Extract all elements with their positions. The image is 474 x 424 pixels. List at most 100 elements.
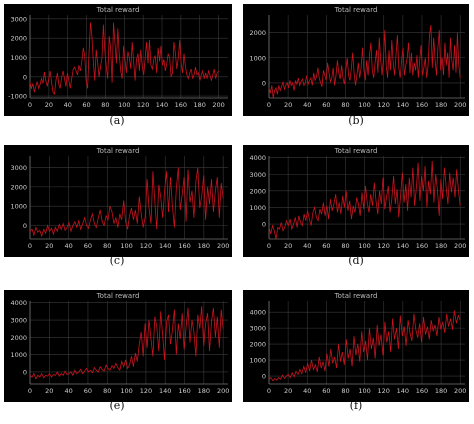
x-tick-label: 120 <box>140 387 152 395</box>
x-tick-label: 80 <box>341 387 349 395</box>
x-tick-label: 140 <box>159 387 171 395</box>
x-tick-label: 160 <box>416 101 428 109</box>
x-tick-label: 100 <box>358 387 370 395</box>
y-tick-label: 2000 <box>10 183 27 191</box>
x-tick-label: 200 <box>217 387 229 395</box>
chart-background <box>243 4 469 116</box>
y-tick-label: 0 <box>262 221 266 229</box>
series-line <box>268 310 461 382</box>
y-tick-label: 0 <box>262 373 266 381</box>
x-tick-label: 180 <box>435 101 447 109</box>
x-tick-label: 40 <box>64 101 72 109</box>
panel-caption: (b) <box>348 114 364 127</box>
y-tick-label: 4000 <box>10 299 27 307</box>
x-tick-label: 20 <box>284 101 292 109</box>
x-tick-label: 140 <box>156 101 168 109</box>
y-tick-label: 3000 <box>249 325 266 333</box>
x-tick-label: 60 <box>84 387 92 395</box>
chart-panel: 0 1000 2000 0 20 40 60 80 100 120 140 160 180 200 Tota… <box>243 4 469 116</box>
x-tick-label: 160 <box>416 387 428 395</box>
x-tick-label: 0 <box>28 387 32 395</box>
series-line <box>29 22 219 96</box>
series-line <box>29 306 224 380</box>
x-tick-label: 80 <box>103 387 111 395</box>
x-tick-label: 20 <box>45 101 53 109</box>
x-tick-label: 140 <box>397 242 409 250</box>
y-tick-label: 1000 <box>10 54 27 62</box>
x-tick-label: 40 <box>303 387 311 395</box>
x-tick-label: 100 <box>120 242 132 250</box>
panel-caption: (c) <box>109 254 125 267</box>
x-tick-label: 60 <box>322 101 330 109</box>
x-tick-label: 0 <box>267 387 271 395</box>
x-tick-label: 80 <box>101 101 109 109</box>
panel-caption: (a) <box>109 114 125 127</box>
x-tick-label: 140 <box>397 387 409 395</box>
x-tick-label: 60 <box>84 242 92 250</box>
y-tick-label: 0 <box>23 368 27 376</box>
x-tick-label: 180 <box>435 242 447 250</box>
x-tick-label: 20 <box>45 387 53 395</box>
x-tick-label: 60 <box>322 242 330 250</box>
x-tick-label: 160 <box>178 387 190 395</box>
x-tick-label: 0 <box>267 242 271 250</box>
y-tick-label: 2000 <box>10 35 27 43</box>
y-tick-label: 3000 <box>10 15 27 23</box>
y-tick-label: 1000 <box>249 54 266 62</box>
x-tick-label: 60 <box>82 101 90 109</box>
x-tick-label: 160 <box>175 101 187 109</box>
x-tick-label: 180 <box>198 242 210 250</box>
x-tick-label: 40 <box>303 101 311 109</box>
x-tick-label: 200 <box>454 387 466 395</box>
x-tick-label: 80 <box>341 101 349 109</box>
y-tick-label: 2000 <box>249 341 266 349</box>
x-tick-label: 0 <box>28 242 32 250</box>
panel-caption: (d) <box>348 254 364 267</box>
x-tick-label: 0 <box>28 101 32 109</box>
chart-panel: 0 1000 2000 3000 4000 0 20 40 60 80 100 120 140 160 18… <box>243 290 469 402</box>
panel-caption: (f) <box>349 399 363 412</box>
x-tick-label: 40 <box>64 387 72 395</box>
x-tick-label: 120 <box>378 101 390 109</box>
x-tick-label: 120 <box>140 242 152 250</box>
chart-title: Total reward <box>96 6 140 14</box>
y-tick-label: 3000 <box>10 164 27 172</box>
chart-title: Total reward <box>96 147 140 155</box>
x-tick-label: 200 <box>212 101 224 109</box>
x-tick-label: 80 <box>103 242 111 250</box>
x-tick-label: 160 <box>416 242 428 250</box>
chart-background <box>4 145 232 257</box>
x-tick-label: 120 <box>137 101 149 109</box>
x-tick-label: 40 <box>64 242 72 250</box>
y-tick-label: 1000 <box>249 204 266 212</box>
y-tick-label: 3000 <box>10 317 27 325</box>
chart-title: Total reward <box>96 292 140 300</box>
x-tick-label: 100 <box>358 242 370 250</box>
x-tick-label: 120 <box>378 387 390 395</box>
x-tick-label: 60 <box>322 387 330 395</box>
x-tick-label: 80 <box>341 242 349 250</box>
y-tick-label: 0 <box>262 79 266 87</box>
x-tick-label: 100 <box>120 387 132 395</box>
chart-panel: 0 1000 2000 3000 0 20 40 60 80 100 120 140 160 180 200… <box>4 145 232 257</box>
chart-panel: 0 1000 2000 3000 4000 0 20 40 60 80 100 120 140 160 18… <box>243 145 469 257</box>
x-tick-label: 120 <box>378 242 390 250</box>
series-line <box>268 160 461 240</box>
x-tick-label: 180 <box>194 101 206 109</box>
chart-background <box>243 290 469 402</box>
y-tick-label: 2000 <box>249 187 266 195</box>
x-tick-label: 180 <box>435 387 447 395</box>
y-tick-label: 0 <box>23 222 27 230</box>
y-tick-label: 2000 <box>249 29 266 37</box>
y-tick-label: 2000 <box>10 334 27 342</box>
chart-title: Total reward <box>334 292 378 300</box>
x-tick-label: 200 <box>454 101 466 109</box>
x-tick-label: 100 <box>358 101 370 109</box>
x-tick-label: 200 <box>217 242 229 250</box>
y-tick-label: 4000 <box>249 309 266 317</box>
x-tick-label: 40 <box>303 242 311 250</box>
x-tick-label: 200 <box>454 242 466 250</box>
chart-panel: 0 1000 2000 3000 4000 0 20 40 60 80 100 120 140 160 18… <box>4 290 232 402</box>
y-tick-label: 0 <box>23 73 27 81</box>
